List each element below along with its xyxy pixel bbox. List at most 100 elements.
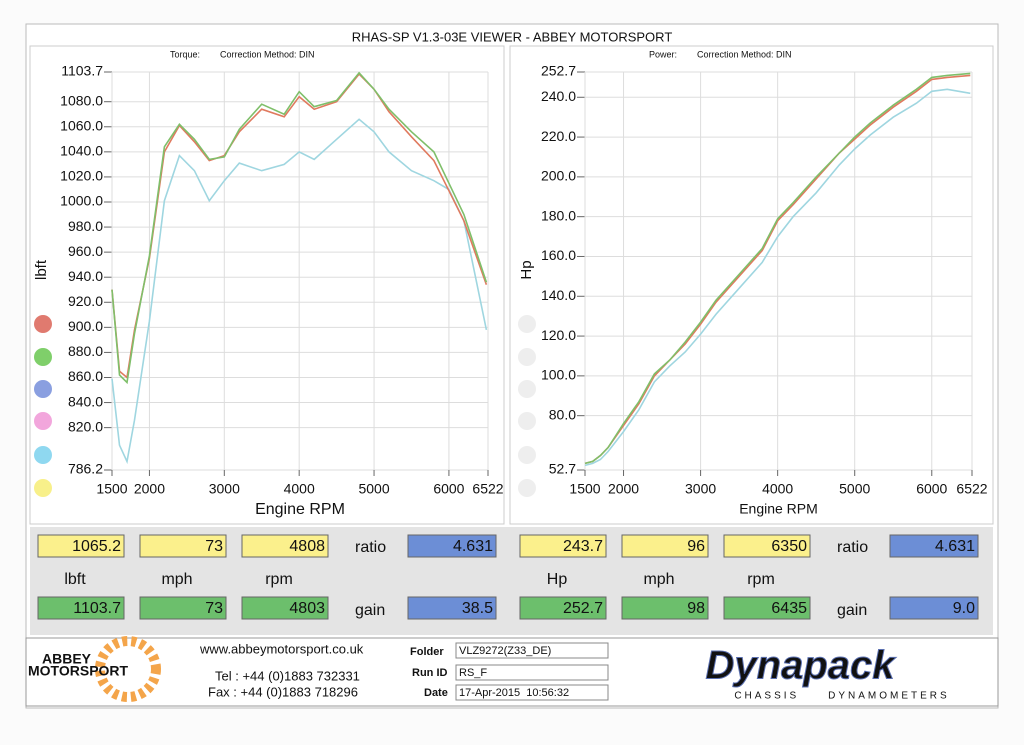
y-tick-label: 200.0 [541, 168, 576, 184]
readout-box [407, 596, 497, 620]
subtitle: Power: [649, 49, 677, 59]
readout-box [37, 596, 125, 620]
readout-label: rpm [747, 571, 775, 588]
readout-box [723, 534, 811, 558]
y-tick-label: 160.0 [541, 247, 576, 263]
y-tick-label: 786.2 [68, 461, 103, 477]
readout-label: lbft [64, 571, 86, 588]
readout-value: 73 [205, 538, 223, 555]
x-tick-label: 2000 [134, 481, 165, 497]
readout-box [723, 596, 811, 620]
legend-dot [518, 315, 536, 333]
x-tick-label: 1500 [96, 481, 127, 497]
legend-dot [518, 348, 536, 366]
legend-dot [34, 446, 52, 464]
y-tick-label: 220.0 [541, 128, 576, 144]
logo-sun [95, 636, 161, 702]
x-tick-label: 6000 [916, 481, 947, 497]
fax: Fax : +44 (0)1883 718296 [208, 684, 358, 699]
logo-text: ABBEY [42, 651, 92, 667]
ratio-label: ratio [837, 539, 868, 556]
y-tick-label: 960.0 [68, 243, 103, 259]
gain-label: gain [355, 602, 385, 619]
legend-dot [34, 315, 52, 333]
series-line [111, 71, 488, 385]
x-tick-label: 6000 [433, 481, 464, 497]
y-axis-label: lbft [33, 259, 50, 280]
legend-dot [34, 380, 52, 398]
y-tick-label: 840.0 [68, 393, 103, 409]
y-tick-label: 980.0 [68, 218, 103, 234]
x-tick-label: 4000 [284, 481, 315, 497]
readout-box [519, 596, 607, 620]
folder: VLZ9272(Z33_DE) [459, 645, 551, 657]
brand: Dynapack [706, 644, 897, 688]
y-tick-label: 940.0 [68, 268, 103, 284]
y-tick-label: 180.0 [541, 207, 576, 223]
readout-value: 4.631 [935, 538, 975, 555]
field [455, 642, 609, 659]
field [455, 664, 609, 681]
readout-label: mph [643, 571, 674, 588]
x-tick-label: 3000 [685, 481, 716, 497]
brand-sub: CHASSIS DYNAMOMETERS [734, 691, 949, 702]
readout-box [241, 596, 329, 620]
readout-value: 6350 [771, 538, 807, 555]
x-tick-label: 1500 [569, 481, 600, 497]
gain-label: gain [837, 602, 867, 619]
date-label: Date [424, 687, 448, 699]
x-axis-label: Engine RPM [255, 501, 345, 518]
y-tick-label: 120.0 [541, 327, 576, 343]
readout-label: rpm [265, 571, 293, 588]
y-tick-label: 880.0 [68, 343, 103, 359]
subtitle: Correction Method: DIN [220, 49, 315, 59]
subtitle: Correction Method: DIN [697, 49, 792, 59]
y-tick-label: 252.7 [541, 63, 576, 79]
x-tick-label: 3000 [209, 481, 240, 497]
readout-box [889, 534, 979, 558]
abbey-logo: ABBEY MOTORSPORT [28, 636, 161, 702]
legend-dot [34, 479, 52, 497]
readout-box [37, 534, 125, 558]
run: RS_F [459, 667, 487, 679]
y-axis-label: Hp [518, 260, 535, 279]
y-tick-label: 1040.0 [60, 143, 103, 159]
y-tick-label: 1020.0 [60, 168, 103, 184]
readout-label: mph [161, 571, 192, 588]
readout-value: 9.0 [953, 600, 975, 617]
x-tick-label: 2000 [608, 481, 639, 497]
y-tick-label: 240.0 [541, 88, 576, 104]
legend-dot [34, 348, 52, 366]
readout-value: 1103.7 [73, 600, 121, 617]
ratio-label: ratio [355, 539, 386, 556]
y-tick-label: 52.7 [549, 461, 576, 477]
y-tick-label: 860.0 [68, 368, 103, 384]
series-line [111, 118, 488, 465]
readout-box [889, 596, 979, 620]
y-tick-label: 1080.0 [60, 92, 103, 108]
y-tick-label: 80.0 [549, 406, 576, 422]
panel [29, 45, 505, 525]
x-axis-label: Engine RPM [739, 501, 818, 517]
run-label: Run ID [412, 667, 447, 679]
subtitle: Torque: [170, 49, 200, 59]
readout-value: 243.7 [563, 538, 603, 555]
y-tick-label: 1000.0 [60, 193, 103, 209]
panel [509, 45, 994, 525]
legend-dot [518, 412, 536, 430]
readout-box [621, 596, 709, 620]
readout-value: 4808 [289, 538, 325, 555]
date: 17-Apr-2015 10:56:32 [459, 687, 569, 699]
x-tick-label: 6522 [472, 481, 503, 497]
readout-value: 96 [687, 538, 705, 555]
legend-dot [518, 479, 536, 497]
readout-value: 98 [687, 600, 705, 617]
readout-box [241, 534, 329, 558]
readout-value: 38.5 [462, 600, 493, 617]
tel: Tel : +44 (0)1883 732331 [215, 668, 360, 683]
series-line [584, 74, 971, 465]
readout-box [139, 596, 227, 620]
readout-box [519, 534, 607, 558]
title: RHAS-SP V1.3-03E VIEWER - ABBEY MOTORSPO… [352, 29, 673, 44]
